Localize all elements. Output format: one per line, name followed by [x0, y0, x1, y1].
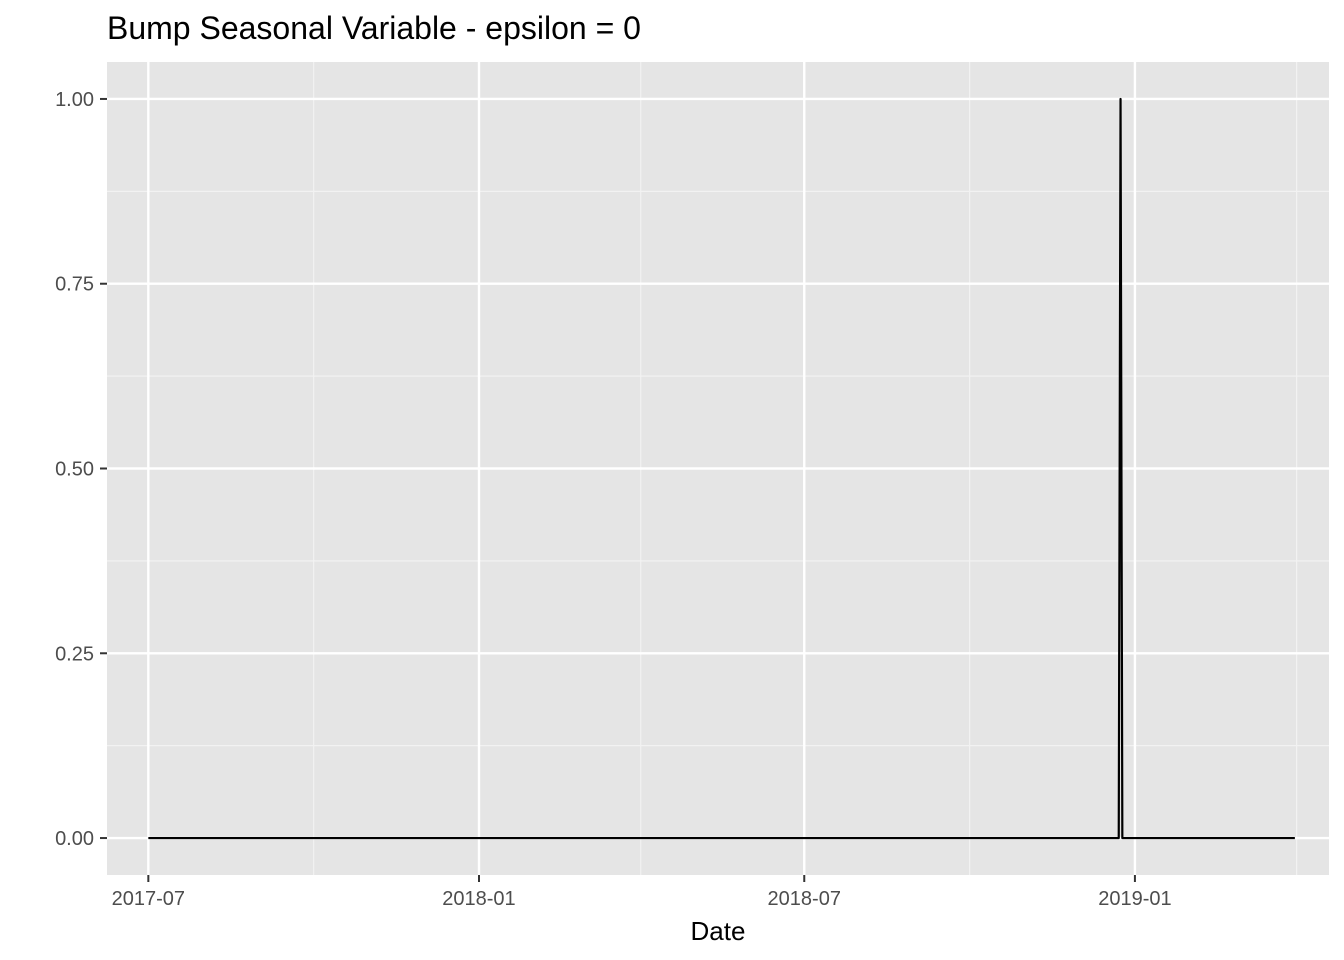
x-axis: 2017-07 2018-01 2018-07 2019-01: [112, 875, 1172, 910]
y-tick-label: 1.00: [55, 89, 94, 111]
x-axis-title: Date: [691, 916, 746, 946]
series-layer: [148, 97, 1295, 840]
chart-title: Bump Seasonal Variable - epsilon = 0: [107, 10, 641, 46]
x-tick-label: 2019-01: [1098, 888, 1171, 910]
x-tick-label: 2018-01: [442, 888, 515, 910]
y-tick-label: 0.50: [55, 459, 94, 481]
y-axis: 0.00 0.25 0.50 0.75 1.00: [55, 89, 107, 850]
x-tick-label: 2017-07: [112, 888, 185, 910]
y-tick-label: 0.00: [55, 828, 94, 850]
series-line-1: [148, 97, 1295, 840]
x-tick-label: 2018-07: [768, 888, 841, 910]
y-tick-label: 0.25: [55, 643, 94, 665]
y-tick-label: 0.75: [55, 274, 94, 296]
